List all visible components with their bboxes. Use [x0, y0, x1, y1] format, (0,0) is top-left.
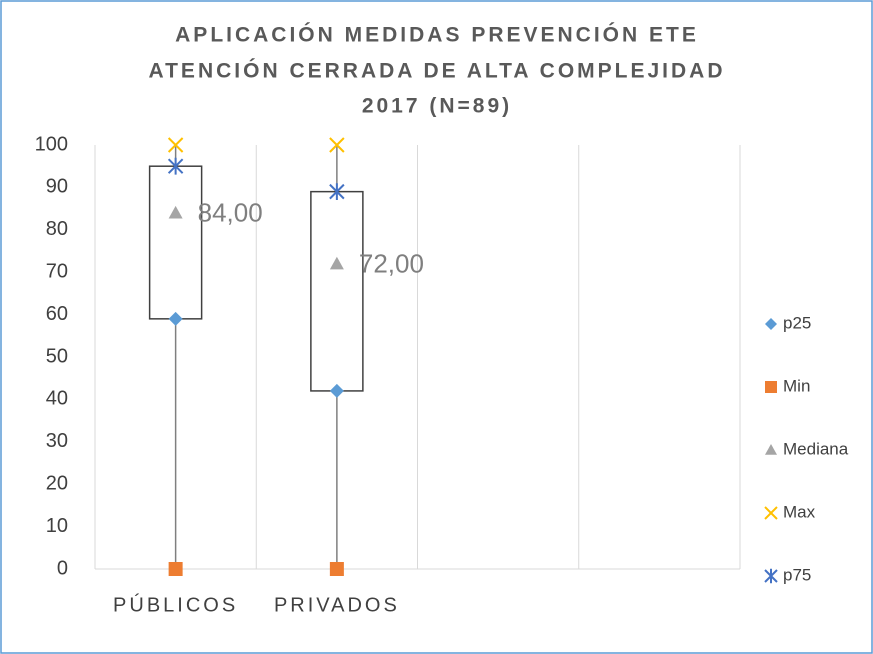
legend-label: p25: [783, 313, 811, 332]
data-label: 84,00: [198, 198, 263, 228]
legend-label: Mediana: [783, 439, 849, 458]
chart-title: ATENCIÓN CERRADA DE ALTA COMPLEJIDAD: [149, 59, 726, 83]
marker: [168, 311, 183, 326]
y-tick-label: 70: [46, 260, 68, 282]
chart-title: APLICACIÓN MEDIDAS PREVENCIÓN ETE: [175, 23, 699, 47]
y-tick-label: 10: [46, 515, 68, 537]
marker: [329, 256, 344, 270]
marker: [329, 183, 345, 201]
marker: [329, 562, 344, 576]
marker: [765, 318, 777, 330]
y-tick-label: 20: [46, 472, 68, 494]
marker: [329, 137, 345, 153]
marker: [765, 381, 777, 393]
marker: [765, 444, 777, 455]
marker: [167, 157, 184, 175]
y-tick-label: 90: [46, 176, 68, 198]
y-tick-label: 40: [46, 388, 68, 410]
data-label: 72,00: [359, 249, 424, 279]
y-tick-label: 80: [46, 218, 68, 240]
legend-label: Max: [783, 502, 816, 521]
marker: [168, 562, 183, 576]
y-tick-label: 50: [46, 345, 68, 367]
marker: [168, 205, 183, 219]
y-tick-label: 100: [35, 133, 68, 155]
legend-label: p75: [783, 565, 811, 584]
y-tick-label: 60: [46, 303, 68, 325]
x-tick-label: PÚBLICOS: [113, 593, 238, 616]
marker: [764, 568, 778, 584]
x-tick-label: PRIVADOS: [274, 594, 400, 616]
y-tick-label: 30: [46, 430, 68, 452]
marker: [167, 137, 184, 153]
legend-label: Min: [783, 376, 810, 395]
marker: [764, 506, 778, 520]
y-tick-label: 0: [57, 557, 68, 579]
chart-title: 2017 (N=89): [362, 95, 512, 118]
marker: [329, 383, 344, 398]
